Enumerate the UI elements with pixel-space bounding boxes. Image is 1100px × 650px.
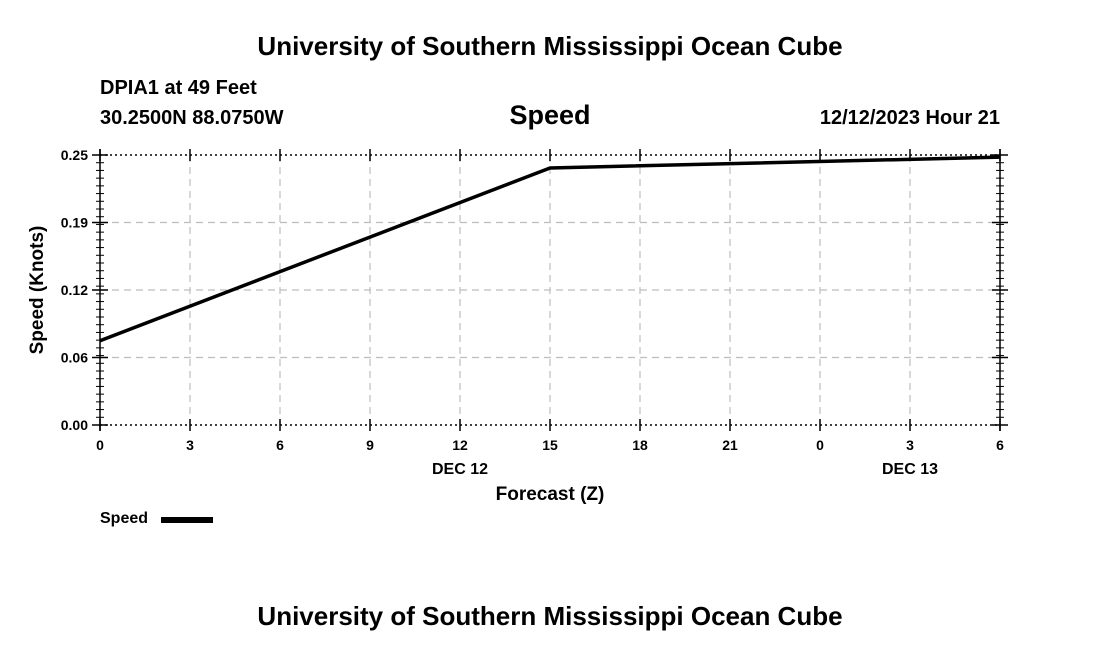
series-line-speed [99, 155, 1001, 343]
coordinates-label: 30.2500N 88.0750W [100, 107, 284, 129]
x-tick-label: 6 [996, 437, 1004, 453]
x-tick-label: 9 [366, 437, 374, 453]
x-axis-title: Forecast (Z) [496, 484, 605, 505]
y-tick-label: 0.19 [61, 215, 88, 231]
x-tick-label: 12 [452, 437, 468, 453]
x-tick-label: 6 [276, 437, 284, 453]
x-tick-label: 15 [542, 437, 558, 453]
x-tick-label: 0 [96, 437, 104, 453]
page-title: University of Southern Mississippi Ocean… [257, 31, 843, 61]
x-tick-label: 3 [906, 437, 914, 453]
station-label: DPIA1 at 49 Feet [100, 77, 257, 99]
x-day-label: DEC 12 [432, 461, 488, 478]
y-tick-label: 0.00 [61, 417, 88, 433]
legend-label: Speed [100, 510, 149, 527]
y-tick-label: 0.25 [61, 147, 88, 163]
legend-swatch [161, 517, 213, 523]
y-tick-label: 0.06 [61, 350, 88, 366]
x-tick-label: 0 [816, 437, 824, 453]
chart-title: Speed [509, 100, 591, 130]
footer-title: University of Southern Mississippi Ocean… [257, 601, 843, 631]
x-day-label: DEC 13 [882, 461, 938, 478]
x-tick-label: 3 [186, 437, 194, 453]
forecast-datetime: 12/12/2023 Hour 21 [819, 107, 1000, 129]
x-tick-label: 21 [722, 437, 738, 453]
y-tick-label: 0.12 [61, 282, 88, 298]
y-axis-title: Speed (Knots) [27, 226, 48, 355]
x-tick-label: 18 [632, 437, 648, 453]
